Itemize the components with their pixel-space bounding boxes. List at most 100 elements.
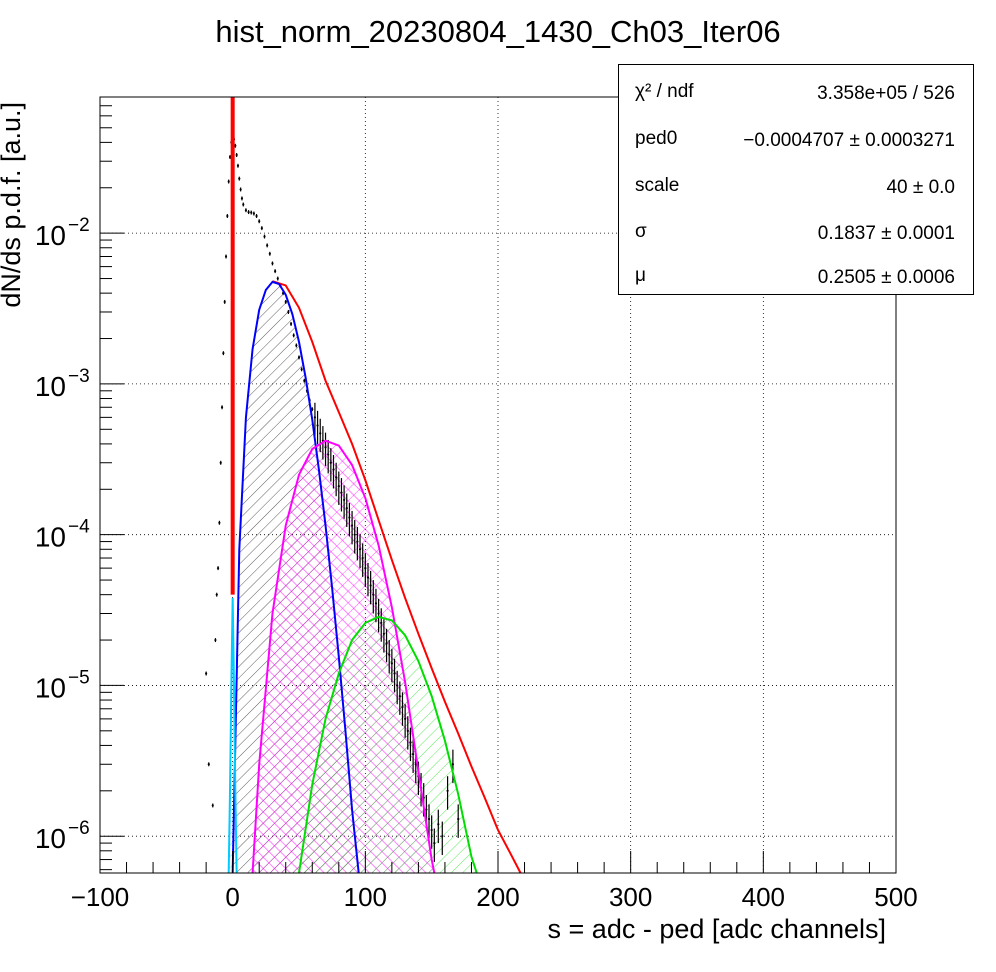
data-point xyxy=(319,432,322,435)
data-point xyxy=(457,817,460,821)
x-axis-label: s = adc - ped [adc channels] xyxy=(548,914,886,944)
data-point xyxy=(393,672,396,675)
data-point xyxy=(404,717,407,720)
chart-title: hist_norm_20230804_1430_Ch03_Iter06 xyxy=(215,14,781,49)
stat-label: μ xyxy=(635,265,646,286)
data-point xyxy=(337,484,340,488)
data-point xyxy=(345,507,348,510)
data-point xyxy=(335,476,338,479)
fit-stats-box: χ² / ndf 3.358e+05 / 526 ped0 −0.0004707… xyxy=(618,64,974,295)
data-point xyxy=(239,188,242,191)
data-point xyxy=(353,533,356,536)
data-point xyxy=(271,262,274,265)
data-point xyxy=(228,155,232,159)
data-point xyxy=(340,491,343,494)
data-point xyxy=(451,763,454,766)
stats-row: μ 0.2505 ± 0.0006 xyxy=(619,255,973,295)
y-tick-label: 10 xyxy=(35,220,66,251)
stats-row: σ 0.1837 ± 0.0001 xyxy=(619,211,973,251)
data-point xyxy=(356,540,359,543)
data-point xyxy=(260,227,263,230)
data-point xyxy=(401,705,404,709)
data-point xyxy=(300,368,303,371)
data-point xyxy=(396,684,399,687)
data-point xyxy=(215,593,218,596)
x-tick-label: 500 xyxy=(874,882,917,912)
data-point xyxy=(236,164,240,167)
data-point xyxy=(327,453,330,456)
y-tick-exponent: −5 xyxy=(68,667,90,688)
x-tick-label: 0 xyxy=(225,882,239,912)
data-point xyxy=(364,567,367,570)
data-point xyxy=(218,521,221,524)
data-point xyxy=(235,153,238,157)
stat-label: scale xyxy=(635,175,680,196)
data-point xyxy=(207,763,210,766)
data-point xyxy=(211,804,214,807)
data-point xyxy=(266,244,269,247)
data-point xyxy=(388,653,391,656)
data-point xyxy=(303,379,306,382)
data-point xyxy=(390,662,393,665)
data-point xyxy=(255,214,258,218)
data-point xyxy=(348,516,351,519)
data-point xyxy=(380,621,383,624)
fit-curve xyxy=(272,280,522,873)
data-point xyxy=(324,446,327,449)
y-axis-label: dN/ds p.d.f. [a.u.] xyxy=(0,102,26,308)
data-point xyxy=(332,468,335,471)
x-tick-label: −100 xyxy=(71,882,130,912)
data-point xyxy=(223,300,226,303)
y-tick-exponent: −2 xyxy=(68,215,90,236)
data-point xyxy=(437,823,440,826)
data-point xyxy=(234,144,237,147)
data-point xyxy=(205,672,208,675)
stat-value: −0.0004707 ± 0.0003271 xyxy=(743,130,955,151)
y-tick-label: 10 xyxy=(35,371,66,402)
x-tick-label: 100 xyxy=(344,882,387,912)
data-point xyxy=(276,277,279,280)
fit-curve xyxy=(231,280,360,873)
data-point xyxy=(287,310,290,314)
data-point xyxy=(425,808,428,811)
data-point xyxy=(427,817,431,821)
y-tick-exponent: −6 xyxy=(68,818,90,839)
data-point xyxy=(220,406,224,409)
stat-label: σ xyxy=(635,221,647,242)
data-point xyxy=(247,210,250,214)
data-point xyxy=(382,632,386,635)
data-point xyxy=(409,741,412,744)
data-point xyxy=(366,576,370,579)
data-point xyxy=(297,356,301,359)
component-fill xyxy=(299,616,477,873)
data-point xyxy=(263,235,266,238)
data-point xyxy=(258,220,261,223)
x-tick-label: 300 xyxy=(609,882,652,912)
data-point xyxy=(224,255,228,258)
stat-value: 0.1837 ± 0.0001 xyxy=(817,223,955,244)
y-tick-label: 10 xyxy=(35,823,66,854)
data-point xyxy=(252,212,255,215)
data-point xyxy=(295,344,298,347)
x-tick-label: 400 xyxy=(742,882,785,912)
data-point xyxy=(292,334,295,337)
data-point xyxy=(406,729,409,732)
data-point xyxy=(222,352,225,355)
data-point xyxy=(244,209,248,212)
data-point xyxy=(374,602,378,605)
stats-row: χ² / ndf 3.358e+05 / 526 xyxy=(619,71,973,111)
data-point xyxy=(289,322,293,326)
data-point xyxy=(430,828,433,832)
data-point xyxy=(226,214,229,218)
data-point xyxy=(385,642,388,645)
fit-curve xyxy=(227,598,238,873)
stat-value: 3.358e+05 / 526 xyxy=(817,83,955,104)
stats-row: ped0 −0.0004707 ± 0.0003271 xyxy=(619,118,973,158)
stat-label: χ² / ndf xyxy=(635,81,694,102)
plot-area xyxy=(205,97,522,873)
data-point xyxy=(398,694,401,698)
data-point xyxy=(240,197,244,200)
data-point xyxy=(358,548,362,551)
data-point xyxy=(343,498,346,502)
